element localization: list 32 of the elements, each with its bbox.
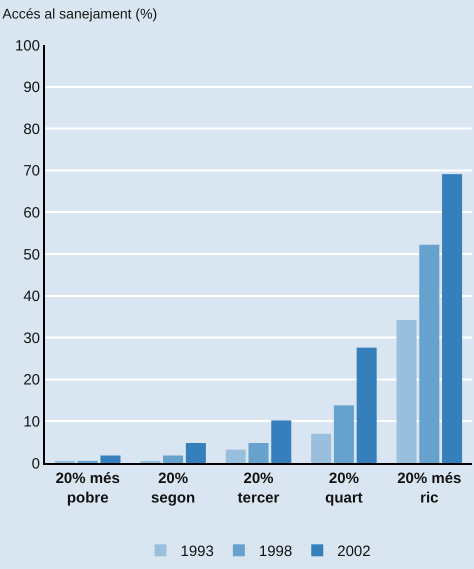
y-tick-label: 0 xyxy=(32,455,40,472)
y-tick-label: 10 xyxy=(23,413,40,430)
y-tick-label: 100 xyxy=(14,37,40,54)
bar xyxy=(186,442,206,463)
y-tick-label: 70 xyxy=(23,162,40,180)
bar xyxy=(442,174,462,463)
y-tick-label: 40 xyxy=(23,288,40,306)
x-tick-label: 20% segon xyxy=(151,470,196,506)
bar xyxy=(226,450,246,463)
bar xyxy=(271,420,292,463)
legend-label: 2002 xyxy=(337,543,371,560)
bar xyxy=(334,405,354,463)
bar xyxy=(356,348,377,463)
y-tick-label: 90 xyxy=(23,79,40,96)
y-tick-label: 60 xyxy=(23,204,40,222)
chart-title: Accés al sanejament (%) xyxy=(2,5,158,22)
y-tick-label: 30 xyxy=(23,330,40,347)
y-tick-label: 20 xyxy=(23,372,40,389)
x-tick-label: 20% tercer xyxy=(238,470,280,506)
legend-label: 1993 xyxy=(180,543,214,560)
x-tick-label: 20% quart xyxy=(325,470,363,506)
bar xyxy=(311,434,332,463)
legend-label: 1998 xyxy=(258,543,292,560)
bar xyxy=(163,455,184,463)
bar xyxy=(248,442,269,463)
x-tick-label: 20% més pobre xyxy=(56,470,120,506)
bar xyxy=(100,455,120,463)
y-tick-label: 80 xyxy=(23,120,40,138)
x-tick-label: 20% més ric xyxy=(397,470,462,506)
bar xyxy=(419,244,440,463)
y-tick-label: 50 xyxy=(23,246,40,264)
bar xyxy=(396,320,417,463)
